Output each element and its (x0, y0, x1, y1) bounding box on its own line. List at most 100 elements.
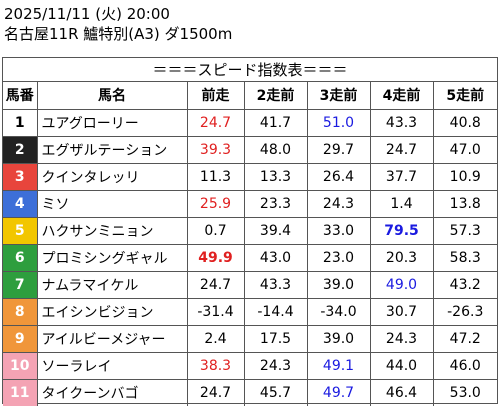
table-row: 1 ユアグローリー 24.7 41.7 51.0 43.3 40.8 (3, 108, 497, 137)
table-row: 10 ソーラレイ 38.3 24.3 49.1 44.0 46.0 (3, 351, 497, 380)
horse-name: アイルビーメジャー (36, 324, 188, 353)
speed-index-cell: 33.0 (306, 216, 371, 245)
table-row: 8 エイシンビジョン -31.4 -14.4 -34.0 30.7 -26.3 (3, 297, 497, 326)
speed-index-cell: 24.7 (369, 135, 434, 164)
speed-index-cell: 13.3 (243, 162, 308, 191)
horse-number: 3 (3, 162, 38, 191)
speed-index-cell: 46.0 (432, 351, 497, 380)
horse-number: 9 (3, 324, 38, 353)
speed-index-cell: 39.3 (186, 135, 245, 164)
speed-index-cell: 24.3 (243, 351, 308, 380)
horse-number: 11 (3, 378, 38, 406)
column-header-5th: 5走前 (432, 82, 497, 110)
speed-index-cell: 53.0 (432, 378, 497, 406)
speed-index-cell: 47.2 (432, 324, 497, 353)
horse-name: ソーラレイ (36, 351, 188, 380)
speed-index-cell: 44.0 (369, 351, 434, 380)
speed-index-cell: 48.0 (243, 135, 308, 164)
horse-name: ユアグローリー (36, 108, 188, 137)
speed-index-cell: 24.3 (369, 324, 434, 353)
horse-number: 5 (3, 216, 38, 245)
speed-index-cell: 11.3 (186, 162, 245, 191)
speed-index-table: 馬番 馬名 前走 2走前 3走前 4走前 5走前 1 ユアグローリー 24.7 41.… (3, 82, 497, 406)
table-row: 6 プロミシングギャル 49.9 43.0 23.0 20.3 58.3 (3, 243, 497, 272)
speed-index-cell: -26.3 (432, 297, 497, 326)
speed-index-cell: 2.4 (186, 324, 245, 353)
speed-index-cell: 51.0 (306, 108, 371, 137)
table-row: 2 エグザルテーション 39.3 48.0 29.7 24.7 47.0 (3, 135, 497, 164)
table-row: 11 タイクーンバゴ 24.7 45.7 49.7 46.4 53.0 (3, 378, 497, 406)
speed-index-cell: 58.3 (432, 243, 497, 272)
speed-index-cell: 43.2 (432, 270, 497, 299)
speed-index-cell: 24.7 (186, 378, 245, 406)
speed-index-cell: 25.9 (186, 189, 245, 218)
speed-index-cell: 49.0 (369, 270, 434, 299)
column-header-2nd: 2走前 (243, 82, 308, 110)
race-header: 2025/11/11 (火) 20:00 名古屋11R 鱸特別(A3) ダ150… (4, 4, 232, 44)
column-header-no: 馬番 (3, 82, 38, 110)
speed-index-cell: 17.5 (243, 324, 308, 353)
horse-number: 2 (3, 135, 38, 164)
speed-index-cell: 0.7 (186, 216, 245, 245)
speed-index-cell: 1.4 (369, 189, 434, 218)
column-header-3rd: 3走前 (306, 82, 371, 110)
horse-number: 6 (3, 243, 38, 272)
speed-index-cell: 39.0 (306, 270, 371, 299)
speed-index-cell: 26.4 (306, 162, 371, 191)
speed-index-cell: 23.3 (243, 189, 308, 218)
speed-index-cell: 49.1 (306, 351, 371, 380)
speed-index-cell: 40.8 (432, 108, 497, 137)
speed-index-cell: 13.8 (432, 189, 497, 218)
horse-name: ナムラマイケル (36, 270, 188, 299)
speed-index-cell: 45.7 (243, 378, 308, 406)
speed-index-cell: 49.7 (306, 378, 371, 406)
horse-name: エグザルテーション (36, 135, 188, 164)
speed-index-cell: 23.0 (306, 243, 371, 272)
horse-name: タイクーンバゴ (36, 378, 188, 406)
speed-index-cell: 43.0 (243, 243, 308, 272)
horse-name: エイシンビジョン (36, 297, 188, 326)
horse-name: ハクサンミニョン (36, 216, 188, 245)
horse-number: 4 (3, 189, 38, 218)
column-header-last: 前走 (186, 82, 245, 110)
speed-index-cell: 43.3 (243, 270, 308, 299)
speed-index-cell: 43.3 (369, 108, 434, 137)
speed-index-cell: 20.3 (369, 243, 434, 272)
horse-name: ミソ (36, 189, 188, 218)
speed-index-cell: 49.9 (186, 243, 245, 272)
speed-index-cell: 24.7 (186, 270, 245, 299)
speed-index-cell: 46.4 (369, 378, 434, 406)
table-row: 5 ハクサンミニョン 0.7 39.4 33.0 79.5 57.3 (3, 216, 497, 245)
table-row: 7 ナムラマイケル 24.7 43.3 39.0 49.0 43.2 (3, 270, 497, 299)
horse-number: 7 (3, 270, 38, 299)
race-datetime: 2025/11/11 (火) 20:00 (4, 5, 170, 23)
table-row: 4 ミソ 25.9 23.3 24.3 1.4 13.8 (3, 189, 497, 218)
table-caption: ＝＝＝スピード指数表＝＝＝ (3, 58, 497, 82)
horse-name: クインタレッリ (36, 162, 188, 191)
speed-index-cell: 24.3 (306, 189, 371, 218)
speed-index-cell: 10.9 (432, 162, 497, 191)
speed-index-cell: 38.3 (186, 351, 245, 380)
speed-index-cell: 47.0 (432, 135, 497, 164)
horse-number: 1 (3, 108, 38, 137)
speed-index-cell: -14.4 (243, 297, 308, 326)
column-header-name: 馬名 (36, 82, 188, 110)
table-row: 9 アイルビーメジャー 2.4 17.5 39.0 24.3 47.2 (3, 324, 497, 353)
table-header-row: 馬番 馬名 前走 2走前 3走前 4走前 5走前 (3, 82, 497, 110)
race-info: 名古屋11R 鱸特別(A3) ダ1500m (4, 25, 233, 43)
speed-index-cell: 39.0 (306, 324, 371, 353)
speed-index-cell: 30.7 (369, 297, 434, 326)
horse-name: プロミシングギャル (36, 243, 188, 272)
speed-index-cell: 41.7 (243, 108, 308, 137)
horse-number: 10 (3, 351, 38, 380)
speed-index-cell: 24.7 (186, 108, 245, 137)
speed-index-cell: -34.0 (306, 297, 371, 326)
speed-index-cell: 29.7 (306, 135, 371, 164)
speed-index-cell: -31.4 (186, 297, 245, 326)
speed-index-cell: 57.3 (432, 216, 497, 245)
speed-index-cell: 79.5 (369, 216, 434, 245)
speed-index-cell: 39.4 (243, 216, 308, 245)
speed-index-panel: ＝＝＝スピード指数表＝＝＝ 馬番 馬名 前走 2走前 3走前 4走前 5走前 1… (2, 57, 498, 406)
speed-index-cell: 37.7 (369, 162, 434, 191)
table-row: 3 クインタレッリ 11.3 13.3 26.4 37.7 10.9 (3, 162, 497, 191)
